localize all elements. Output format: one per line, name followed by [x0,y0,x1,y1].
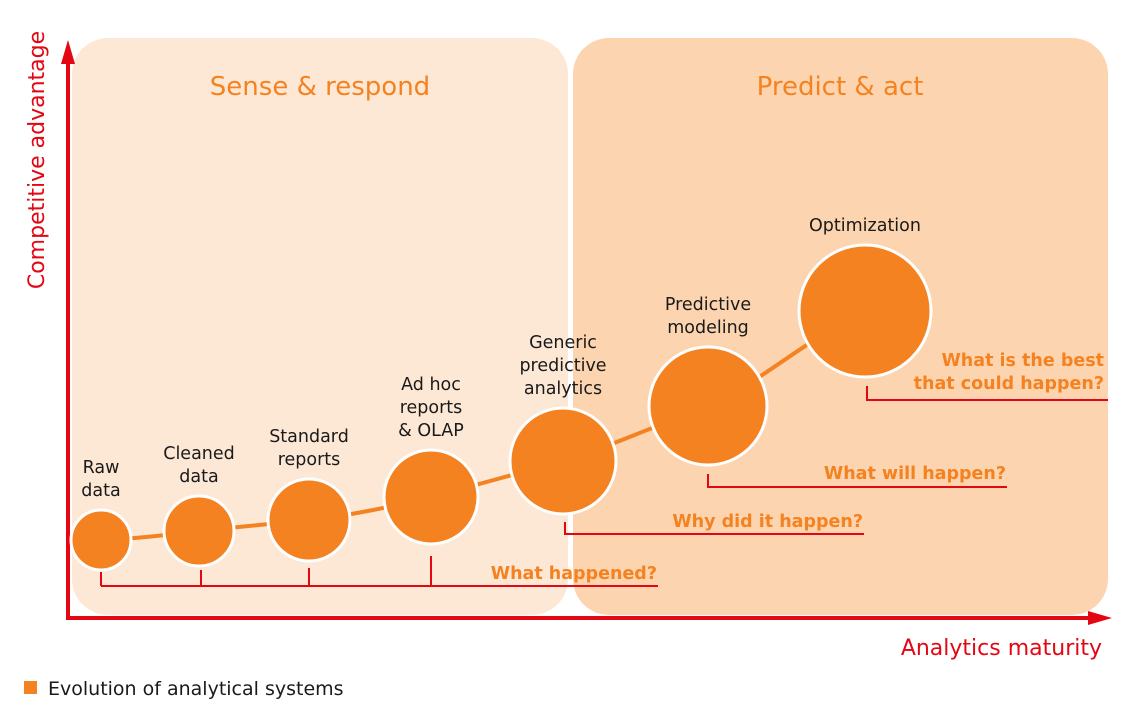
question-why: Why did it happen? [672,512,863,532]
stage-label: Predictive [665,295,751,315]
question-what-happened: What happened? [491,564,657,584]
stage-label: Ad hoc [401,375,461,395]
zone-right-title: Predict & act [757,72,924,102]
stage-label: analytics [524,379,602,399]
y-axis-arrow-icon [61,40,75,64]
question-brackets [100,386,1108,587]
stage-label: reports [278,450,341,470]
stage-circle [162,494,236,568]
stage-label: & OLAP [398,421,464,441]
stage-circle [508,406,618,516]
stage-label: modeling [667,318,749,338]
stage-label: Standard [269,427,349,447]
legend-label: Evolution of analytical systems [48,678,344,700]
question-will: What will happen? [824,464,1006,484]
stage-label: data [81,481,120,501]
zone-left-title: Sense & respond [210,72,430,102]
stage-label: data [179,467,218,487]
stage-label: predictive [519,356,606,376]
bracket-what-happened [100,556,658,587]
x-axis-label: Analytics maturity [901,636,1102,661]
stage-circle [266,477,352,563]
stage-circle [647,345,769,467]
y-axis-label: Competitive advantage [25,31,50,289]
stage-label: Cleaned [163,444,235,464]
stage-circles [69,243,933,572]
stage-circle [69,508,133,572]
stage-circle [382,448,480,546]
stage-label: Raw [83,458,120,478]
bracket-will [707,474,1007,488]
stage-label: Generic [529,333,597,353]
stage-labels: Raw data Cleaned data Standard reports Ad hoc r… [81,216,921,501]
x-axis-arrow-icon [1088,611,1112,625]
question-best-line1: What is the best [942,351,1105,371]
stage-label: Optimization [809,216,921,236]
question-best-line2: that could happen? [914,374,1104,394]
legend-swatch-icon [24,681,37,694]
bracket-why [564,522,864,535]
bracket-best [866,386,1108,401]
stage-label: reports [400,398,463,418]
stage-circle [797,243,933,379]
